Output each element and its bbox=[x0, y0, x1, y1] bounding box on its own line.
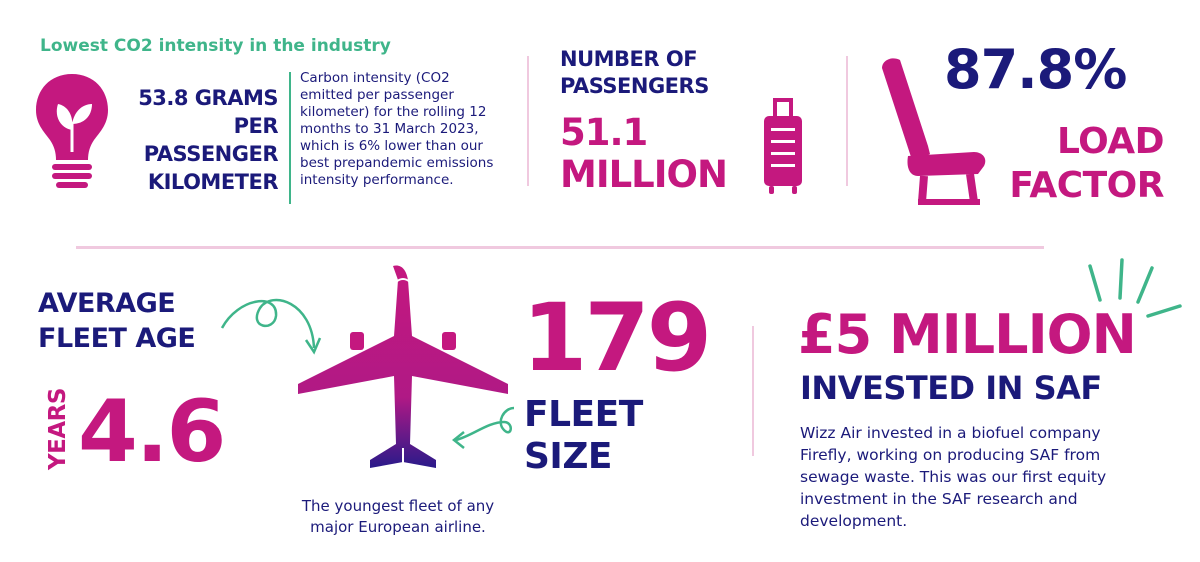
passengers-label: NUMBER OF PASSENGERS bbox=[560, 46, 709, 100]
fleet-size-label-line: FLEET bbox=[524, 394, 643, 435]
fleet-age-value: 4.6 bbox=[78, 382, 226, 482]
saf-description: Wizz Air invested in a biofuel company F… bbox=[800, 424, 1107, 530]
passengers-value-line: MILLION bbox=[560, 153, 728, 196]
co2-value-line: 53.8 GRAMS bbox=[138, 86, 278, 110]
divider-vertical bbox=[527, 56, 529, 186]
fleet-age-note-line: The youngest fleet of any bbox=[301, 497, 495, 515]
passengers-label-line: PASSENGERS bbox=[560, 74, 709, 98]
passengers-value: 51.1 MILLION bbox=[560, 111, 728, 196]
divider-vertical bbox=[846, 56, 848, 186]
fleet-age-label-line: AVERAGE bbox=[38, 288, 176, 319]
fleet-size-value: 179 bbox=[522, 284, 712, 393]
fleet-age-label: AVERAGE FLEET AGE bbox=[38, 286, 196, 356]
co2-value-line: PER bbox=[233, 114, 279, 138]
co2-value: 53.8 GRAMS PER PASSENGER KILOMETER bbox=[110, 84, 278, 196]
saf-amount: £5 MILLION bbox=[798, 303, 1137, 366]
fleet-age-label-line: FLEET AGE bbox=[38, 323, 196, 354]
seat-icon bbox=[878, 56, 998, 206]
co2-value-line: KILOMETER bbox=[147, 170, 279, 194]
load-factor-value: 87.8% bbox=[944, 38, 1127, 101]
co2-heading: Lowest CO2 intensity in the industry bbox=[40, 36, 391, 56]
burst-lines-icon bbox=[1084, 258, 1184, 320]
fleet-size-label-line: SIZE bbox=[524, 436, 613, 477]
fleet-age-note-line: major European airline. bbox=[310, 518, 486, 536]
load-factor-label: LOAD FACTOR bbox=[940, 120, 1164, 208]
divider-vertical bbox=[752, 326, 754, 456]
passengers-label-line: NUMBER OF bbox=[560, 47, 698, 71]
fleet-size-label: FLEET SIZE bbox=[524, 394, 643, 478]
arrow-swirl-icon bbox=[218, 292, 324, 360]
saf-label: INVESTED IN SAF bbox=[800, 369, 1102, 407]
fleet-age-note: The youngest fleet of any major European… bbox=[270, 496, 526, 538]
passengers-value-line: 51.1 bbox=[560, 111, 648, 154]
fleet-age-unit: YEARS bbox=[45, 388, 71, 470]
co2-divider bbox=[289, 72, 291, 204]
suitcase-icon bbox=[762, 96, 804, 196]
load-factor-label-line: LOAD bbox=[1056, 121, 1165, 162]
load-factor-label-line: FACTOR bbox=[1009, 165, 1164, 206]
arrow-swirl-icon bbox=[448, 404, 518, 452]
lightbulb-leaf-icon bbox=[34, 72, 110, 194]
co2-value-line: PASSENGER bbox=[143, 142, 279, 166]
divider-horizontal bbox=[76, 246, 1044, 249]
co2-description: Carbon intensity (CO2 emitted per passen… bbox=[300, 70, 494, 188]
airplane-icon bbox=[296, 264, 510, 474]
